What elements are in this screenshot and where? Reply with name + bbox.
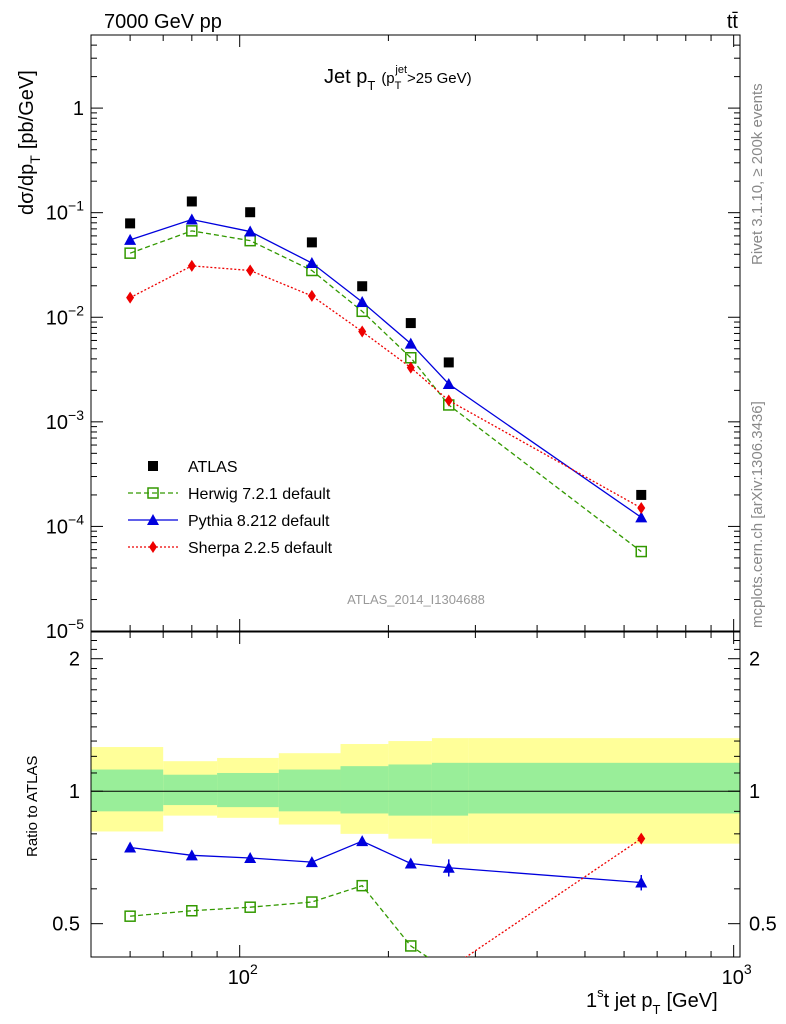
pythia-ratio-point: [442, 861, 455, 873]
sherpa-point: [358, 325, 367, 338]
herwig-point: [124, 247, 136, 259]
x-tick-label: 102: [228, 961, 258, 989]
analysis-watermark: ATLAS_2014_I1304688: [347, 592, 485, 607]
energy-label: 7000 GeV pp: [104, 11, 222, 33]
band-inner: [431, 762, 469, 816]
pythia-point: [305, 257, 318, 269]
ratio-frame: [90, 631, 741, 958]
ratio-y-tick-label-right: 2: [749, 649, 760, 671]
source-label: mcplots.cern.ch [arXiv:1306.3436]: [749, 401, 766, 628]
band-inner: [278, 769, 341, 812]
pythia-ratio-line: [130, 840, 642, 884]
atlas-point: [245, 207, 256, 218]
band-inner: [340, 766, 389, 814]
y-tick-label: 10−4: [46, 511, 84, 538]
main-series: [124, 196, 648, 558]
herwig-ratio-point: [356, 879, 368, 892]
ratio-y-tick-label: 1: [69, 781, 80, 803]
legend-herwig-label: Herwig 7.2.1 default: [188, 486, 331, 503]
herwig-point: [186, 225, 198, 237]
band-inner: [91, 769, 164, 812]
herwig-ratio-point: [124, 910, 136, 922]
herwig-point: [635, 545, 647, 558]
sherpa-point: [307, 289, 316, 302]
atlas-point: [357, 281, 368, 292]
band-inner: [468, 762, 740, 814]
sherpa-point: [187, 259, 196, 272]
atlas-point: [125, 218, 136, 229]
herwig-ratio-line: [130, 884, 429, 957]
sherpa-point: [637, 502, 646, 515]
band-inner: [163, 774, 218, 806]
pythia-line: [129, 218, 642, 518]
herwig-ratio-point: [186, 904, 198, 917]
herwig-ratio-point: [405, 940, 417, 952]
sherpa-ratio-point: [637, 832, 646, 845]
rivet-version-label: Rivet 3.1.10, ≥ 200k events: [749, 83, 766, 265]
legend: ATLAS Herwig 7.2.1 default Pythia 8.212 de…: [128, 459, 333, 557]
sherpa-ratio-line: [464, 838, 642, 957]
legend-sherpa-label: Sherpa 2.2.5 default: [188, 540, 333, 557]
atlas-point: [405, 318, 416, 329]
herwig-ratio-point: [306, 896, 318, 908]
ratio-series: [124, 832, 648, 976]
pythia-ratio-point: [244, 852, 257, 864]
plot-title: Jet pT (pTjet>25 GeV): [324, 64, 472, 93]
pythia-point: [404, 337, 417, 349]
axes: 10−5 10−4 10−3 10−2 10−1 1 0.5 0.5 1 1 2 2 102 103: [46, 34, 777, 989]
ratio-y-tick-label-right: 0.5: [749, 914, 777, 936]
legend-pythia-marker: [147, 514, 159, 525]
ratio-y-axis-label: Ratio to ATLAS: [24, 756, 41, 857]
pythia-point: [442, 378, 455, 390]
atlas-point: [636, 489, 647, 500]
pythia-ratio-point: [356, 835, 369, 847]
process-label: tt̄: [727, 11, 739, 33]
y-tick-label: 10−2: [46, 302, 84, 329]
herwig-ratio-point: [444, 966, 454, 976]
legend-atlas-label: ATLAS: [188, 459, 238, 476]
pythia-point: [185, 213, 198, 225]
atlas-point: [186, 196, 197, 207]
band-inner: [388, 764, 432, 816]
pythia-ratio-point: [635, 876, 648, 888]
herwig-line: [129, 230, 642, 553]
sherpa-point: [444, 394, 453, 407]
sherpa-point: [246, 264, 255, 277]
legend-pythia-label: Pythia 8.212 default: [188, 513, 330, 530]
legend-atlas-marker: [148, 461, 158, 471]
legend-herwig-marker: [147, 487, 159, 499]
pythia-point: [124, 233, 137, 245]
ratio-y-tick-label-right: 1: [749, 781, 760, 803]
sherpa-point: [406, 361, 415, 374]
y-axis-label: dσ/dpT[pb/GeV]: [16, 70, 43, 215]
x-tick-label: 103: [722, 961, 752, 989]
atlas-point: [443, 357, 454, 368]
ratio-y-tick-label: 2: [69, 649, 80, 671]
y-tick-label: 1: [73, 98, 84, 120]
herwig-ratio-point: [244, 901, 256, 913]
pythia-ratio-point: [404, 857, 417, 869]
atlas-point: [306, 237, 317, 248]
sherpa-ratio-point: [445, 963, 453, 975]
pythia-point: [244, 225, 257, 237]
y-tick-label: 10−1: [46, 198, 84, 225]
pythia-point: [635, 511, 648, 523]
sherpa-point: [126, 291, 135, 304]
band-inner: [217, 772, 279, 808]
sherpa-line: [129, 265, 642, 509]
y-tick-label: 10−5: [46, 616, 84, 643]
ratio-y-tick-label: 0.5: [52, 914, 80, 936]
pythia-point: [356, 295, 369, 307]
pythia-ratio-point: [185, 849, 198, 861]
legend-sherpa-marker: [149, 541, 157, 553]
y-tick-label: 10−3: [46, 407, 84, 434]
pythia-ratio-point: [124, 841, 137, 853]
x-axis-label: 1st jet pT [GeV]: [586, 985, 718, 1017]
pythia-ratio-point: [305, 856, 318, 868]
ratio-uncertainty-bands: [91, 738, 740, 844]
